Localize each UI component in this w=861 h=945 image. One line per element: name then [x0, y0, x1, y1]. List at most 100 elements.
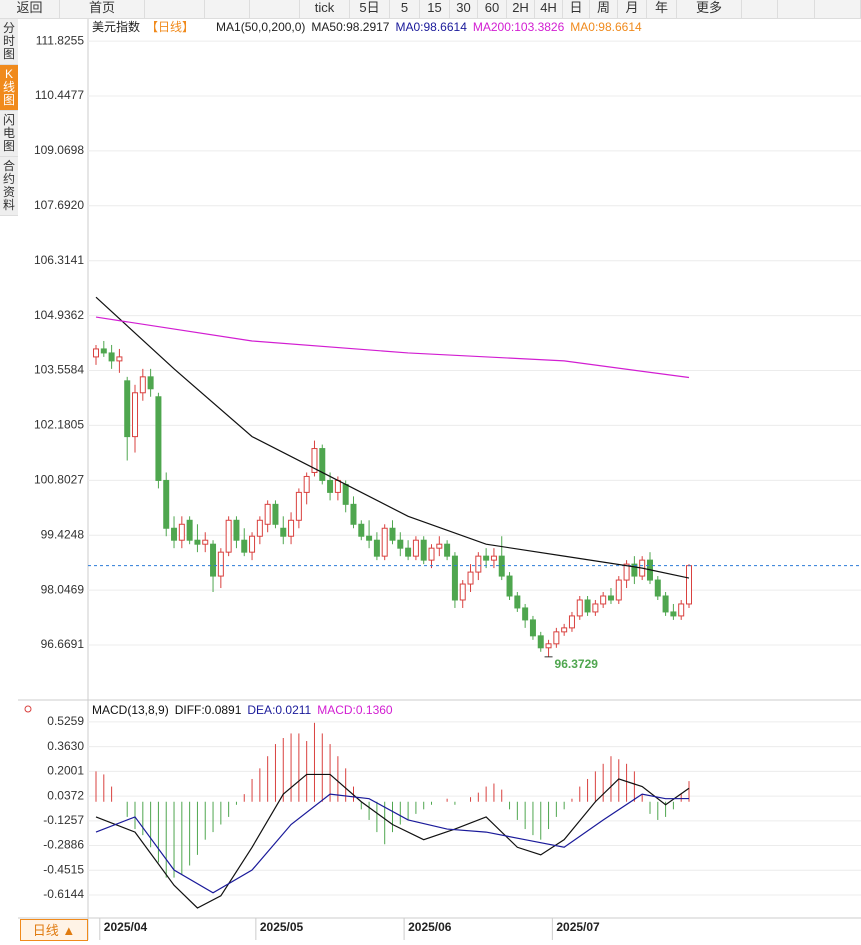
candle-body: [217, 551, 224, 577]
y-tick-label: -0.4515: [43, 862, 84, 876]
toolbar-button[interactable]: 返回: [0, 0, 60, 18]
legend-text: 美元指数: [92, 19, 140, 34]
indicator-line: [95, 773, 690, 909]
candle-body: [670, 611, 677, 617]
candle-body: [529, 619, 536, 637]
sidebar-tab[interactable]: 合约资料: [0, 157, 18, 216]
y-tick-label: 104.9362: [34, 308, 84, 322]
y-tick-label: 0.0372: [47, 788, 84, 802]
period-tab[interactable]: 日线 ▲: [20, 919, 88, 941]
y-tick-label: 0.5259: [47, 714, 84, 728]
y-tick-label: -0.1257: [43, 813, 84, 827]
candle-body: [100, 348, 107, 354]
candle-body: [124, 380, 131, 438]
toolbar-button[interactable]: 4H: [535, 0, 563, 18]
candle-body: [459, 583, 466, 601]
toolbar-button[interactable]: 60: [478, 0, 507, 18]
candle-body: [646, 559, 653, 581]
candle-body: [280, 527, 287, 537]
candle-body: [210, 543, 217, 577]
legend-text: MACD:0.1360: [317, 703, 393, 717]
min-label: 96.3729: [555, 657, 599, 671]
toolbar-button[interactable]: 首页: [60, 0, 145, 18]
candle-body: [600, 595, 607, 605]
toolbar-button[interactable]: 2H: [507, 0, 535, 18]
y-tick-label: 106.3141: [34, 253, 84, 267]
y-tick-label: -0.6144: [43, 887, 84, 901]
candle-body: [116, 356, 123, 362]
settings-icon[interactable]: [24, 705, 32, 713]
candle-body: [490, 555, 497, 561]
y-tick-label: 100.8027: [34, 473, 84, 487]
toolbar-button[interactable]: 年: [647, 0, 677, 18]
y-tick-label: 0.3630: [47, 739, 84, 753]
toolbar-icon[interactable]: [205, 0, 250, 18]
candle-body: [686, 565, 692, 605]
y-tick-label: 111.8255: [36, 33, 85, 47]
candle-body: [373, 539, 380, 557]
candle-body: [163, 479, 170, 529]
candle-body: [545, 643, 552, 649]
toolbar: 返回 首页 tick 5日 5 15 30 60 2H 4H 日周月年更多: [0, 0, 861, 19]
candle-body: [405, 547, 412, 557]
candle-body: [537, 635, 544, 649]
legend-text: DIFF:0.0891: [175, 703, 242, 717]
candle-body: [264, 503, 271, 525]
candle-body: [514, 595, 521, 609]
sidebar-tab[interactable]: 分时图: [0, 19, 18, 65]
toolbar-button[interactable]: 5日: [350, 0, 390, 18]
candle-body: [241, 539, 248, 553]
candle-body: [334, 479, 341, 493]
candle-body: [607, 595, 614, 601]
toolbar-icon[interactable]: [145, 0, 205, 18]
toolbar-button[interactable]: tick: [300, 0, 350, 18]
candle-body: [327, 479, 334, 493]
candle-body: [412, 539, 419, 557]
candle-body: [553, 631, 560, 645]
y-tick-label: 107.6920: [34, 198, 84, 212]
legend-text: MA200:103.3826: [473, 20, 565, 34]
candle-body: [467, 571, 474, 585]
candle-body: [639, 559, 646, 577]
toolbar-button[interactable]: 30: [450, 0, 478, 18]
toolbar-button[interactable]: 周: [590, 0, 618, 18]
toolbar-icon[interactable]: [778, 0, 815, 18]
toolbar-icon[interactable]: [250, 0, 300, 18]
toolbar-button[interactable]: 日: [563, 0, 590, 18]
x-tick-label: 2025/06: [408, 920, 452, 934]
y-tick-label: 96.6691: [41, 637, 85, 651]
toolbar-icon[interactable]: [815, 0, 861, 18]
candle-body: [272, 503, 279, 525]
toolbar-button[interactable]: 月: [618, 0, 647, 18]
toolbar-button[interactable]: 更多: [677, 0, 742, 18]
candle-body: [249, 535, 256, 553]
y-tick-label: 98.0469: [41, 582, 85, 596]
y-tick-label: 0.2001: [47, 764, 84, 778]
candle-body: [506, 575, 513, 597]
sidebar-tab[interactable]: 闪电图: [0, 111, 18, 157]
toolbar-icon[interactable]: [742, 0, 778, 18]
x-tick-label: 2025/05: [260, 920, 304, 934]
candle-body: [295, 491, 302, 521]
toolbar-button[interactable]: 5: [390, 0, 420, 18]
toolbar-button[interactable]: 15: [420, 0, 450, 18]
candle-body: [592, 603, 599, 613]
candle-body: [389, 527, 396, 541]
candle-body: [108, 352, 115, 362]
candle-body: [436, 543, 443, 549]
y-tick-label: 99.4248: [41, 527, 85, 541]
legend-text: DEA:0.0211: [247, 703, 311, 717]
candle-body: [662, 595, 669, 613]
y-tick-label: 109.0698: [34, 143, 84, 157]
candle-body: [623, 563, 630, 581]
legend-text: MA0:98.6614: [570, 20, 642, 34]
x-tick-label: 2025/04: [104, 920, 148, 934]
legend-text: MACD(13,8,9): [92, 703, 169, 717]
indicator-line: [95, 296, 690, 579]
sidebar-tab[interactable]: K线图: [0, 65, 18, 111]
legend-text: MA1(50,0,200,0): [216, 20, 305, 34]
candle-body: [178, 523, 185, 541]
candle-body: [444, 543, 451, 557]
